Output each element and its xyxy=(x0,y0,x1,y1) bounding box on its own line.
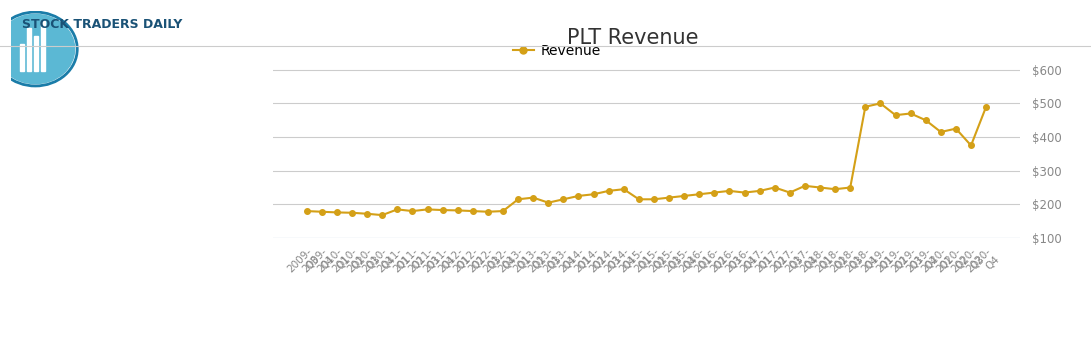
Circle shape xyxy=(0,14,74,84)
Text: PLT Revenue: PLT Revenue xyxy=(567,28,698,48)
Bar xyxy=(20,44,24,71)
Legend: Revenue: Revenue xyxy=(507,38,607,64)
Text: STOCK TRADERS DAILY: STOCK TRADERS DAILY xyxy=(22,18,182,30)
Bar xyxy=(34,36,38,71)
Bar xyxy=(26,28,32,71)
Bar xyxy=(40,21,46,71)
